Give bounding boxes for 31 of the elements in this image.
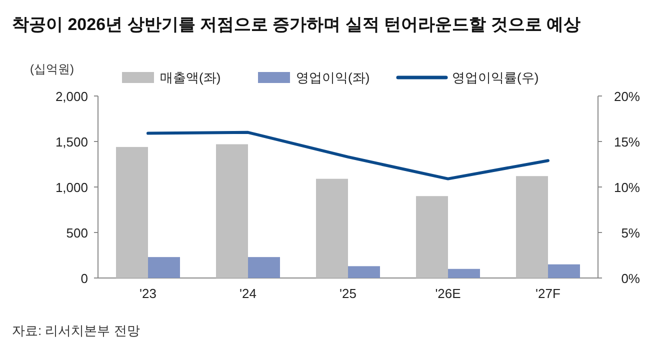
bar: [516, 176, 548, 278]
y2-tick-label: 15%: [614, 134, 640, 150]
x-tick-label: '27F: [536, 286, 560, 301]
y-tick-label: 2,000: [55, 89, 88, 104]
legend-label: 영업이익(좌): [296, 70, 370, 85]
bar: [416, 196, 448, 278]
bar: [216, 144, 248, 278]
y2-tick-label: 5%: [621, 226, 640, 240]
bar: [116, 146, 148, 278]
y2-tick-label: 20%: [614, 89, 640, 104]
x-tick-label: '23: [140, 286, 156, 301]
y2-tick-label: 0%: [621, 271, 640, 286]
bar: [316, 178, 348, 278]
bar: [448, 268, 480, 278]
y-tick-label: 1,500: [55, 134, 88, 150]
bar: [548, 264, 580, 278]
y-tick-label: 0: [80, 271, 88, 286]
bar: [248, 257, 280, 278]
y-tick-label: 500: [66, 226, 88, 240]
x-tick-label: '25: [340, 286, 356, 301]
bar: [148, 257, 180, 278]
x-tick-label: '24: [240, 286, 256, 301]
y-axis-title: (십억원): [30, 62, 74, 76]
chart-title: 착공이 2026년 상반기를 저점으로 증가하며 실적 턴어라운드할 것으로 예상: [12, 15, 581, 34]
y2-tick-label: 10%: [614, 180, 640, 195]
y-tick-label: 1,000: [55, 180, 88, 195]
x-tick-label: '26E: [435, 286, 462, 301]
bar: [348, 266, 380, 278]
legend-label: 매출액(좌): [160, 70, 221, 85]
legend-label: 영업이익률(우): [452, 70, 539, 85]
text: 자료: 리서치본부 전망: [12, 323, 140, 338]
